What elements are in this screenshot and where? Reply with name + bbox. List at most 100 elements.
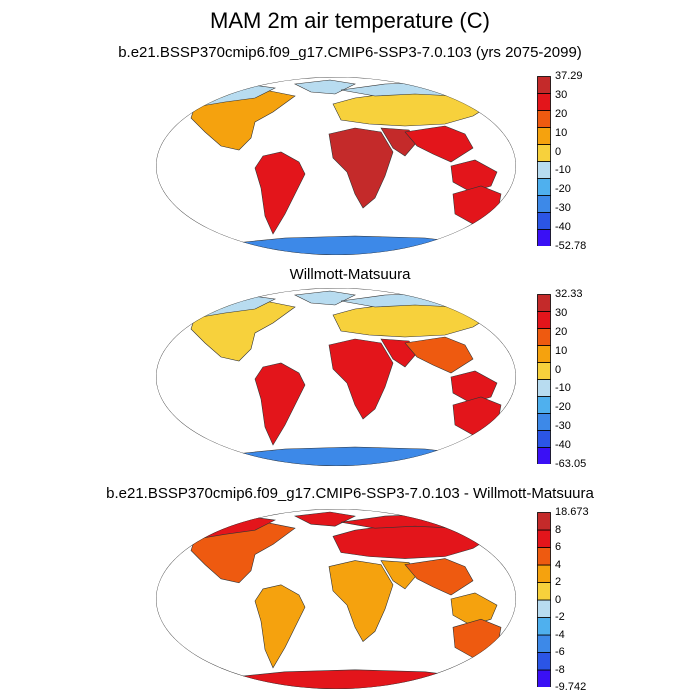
colorbar-tick-label: -10 <box>555 382 571 395</box>
africa <box>328 560 394 642</box>
colorbar-tick-label: -40 <box>555 439 571 452</box>
colorbar-diff: 18.673 8 6 4 2 0 -2 -4 -6 -8 -9.742 <box>537 506 589 693</box>
south-asia <box>404 336 474 374</box>
eurasia <box>332 302 490 338</box>
colorbar-tick-label: 10 <box>555 126 568 139</box>
colorbar-bar-diff <box>537 512 551 688</box>
colorbar-box <box>537 328 551 346</box>
colorbar-box <box>537 564 551 583</box>
colorbar-tick-label: -52.78 <box>555 240 587 252</box>
colorbar-box <box>537 547 551 566</box>
colorbar-tick-label: 18.673 <box>555 506 589 518</box>
colorbar-tick-label: 0 <box>555 145 562 158</box>
panel-title-obs: Willmott-Matsuura <box>289 266 411 283</box>
greenland <box>293 511 356 527</box>
colorbar-tick-label: 0 <box>555 363 562 376</box>
south-asia <box>404 125 474 163</box>
colorbar-tick-label: 30 <box>555 306 568 319</box>
colorbar-tick-label: -30 <box>555 202 571 215</box>
colorbar-tick-label: 2 <box>555 576 562 588</box>
colorbar-tick-label: -20 <box>555 401 571 414</box>
indonesia <box>450 592 498 626</box>
panel-title-model: b.e21.BSSP370cmip6.f09_g17.CMIP6-SSP3-7.… <box>118 44 582 61</box>
colorbar-model: 37.29 30 20 10 0 -10 -20 -30 -40 -52.78 <box>537 70 586 252</box>
colorbar-box <box>537 110 551 128</box>
colorbar-box <box>537 362 551 380</box>
colorbar-box <box>537 161 551 179</box>
map-obs <box>156 288 516 466</box>
colorbar-box <box>537 229 551 247</box>
australia <box>452 618 502 658</box>
colorbar-tick-label: -63.05 <box>555 458 587 470</box>
africa <box>328 338 394 420</box>
colorbar-tick-label: 10 <box>555 344 568 357</box>
colorbar-box <box>537 144 551 162</box>
colorbar-tick-label: 20 <box>555 325 568 338</box>
colorbar-tick-label: -30 <box>555 420 571 433</box>
colorbar-bar-model <box>537 76 551 247</box>
colorbar-tick-label: -4 <box>555 628 565 641</box>
greenland <box>293 290 356 306</box>
colorbar-tick-label: -8 <box>555 663 565 676</box>
south-america <box>254 584 306 669</box>
colorbar-box <box>537 76 551 94</box>
colorbar-box <box>537 379 551 397</box>
colorbar-tick-label: -6 <box>555 646 565 658</box>
colorbar-tick-label: 6 <box>555 541 562 553</box>
map-land-obs <box>156 288 516 466</box>
australia <box>452 185 502 225</box>
colorbar-box <box>537 529 551 548</box>
colorbar-tick-label: 8 <box>555 523 562 536</box>
colorbar-box <box>537 447 551 465</box>
colorbar-box <box>537 599 551 618</box>
eurasia <box>332 523 490 559</box>
colorbar-box <box>537 195 551 213</box>
colorbar-box <box>537 93 551 111</box>
colorbar-box <box>537 311 551 329</box>
colorbar-tick-label: 20 <box>555 107 568 120</box>
colorbar-bar-obs <box>537 294 551 465</box>
colorbar-box <box>537 178 551 196</box>
colorbar-obs: 32.33 30 20 10 0 -10 -20 -30 -40 -63.05 <box>537 288 586 470</box>
panel-title-diff: b.e21.BSSP370cmip6.f09_g17.CMIP6-SSP3-7.… <box>106 485 594 502</box>
colorbar-box <box>537 396 551 414</box>
colorbar-box <box>537 345 551 363</box>
colorbar-box <box>537 127 551 145</box>
colorbar-tick-label: 37.29 <box>555 70 583 82</box>
colorbar-box <box>537 512 551 531</box>
australia <box>452 396 502 436</box>
colorbar-tick-label: -10 <box>555 164 571 177</box>
colorbar-box <box>537 669 551 688</box>
colorbar-box <box>537 652 551 671</box>
greenland <box>293 79 356 95</box>
antarctica <box>223 446 476 466</box>
colorbar-tick-label: 0 <box>555 593 562 606</box>
eurasia <box>332 91 490 127</box>
colorbar-box <box>537 413 551 431</box>
indonesia <box>450 370 498 404</box>
indonesia <box>450 159 498 193</box>
antarctica <box>223 669 476 689</box>
colorbar-box <box>537 617 551 636</box>
south-america <box>254 151 306 235</box>
colorbar-box <box>537 582 551 601</box>
africa <box>328 127 394 209</box>
colorbar-box <box>537 634 551 653</box>
colorbar-box <box>537 430 551 448</box>
map-land-diff <box>156 509 516 689</box>
antarctica <box>223 235 476 255</box>
map-land-model <box>156 77 516 255</box>
south-america <box>254 362 306 446</box>
colorbar-tick-label: -9.742 <box>555 681 587 693</box>
colorbar-tick-label: -20 <box>555 183 571 196</box>
colorbar-tick-label: -40 <box>555 221 571 234</box>
colorbar-tick-label: -2 <box>555 611 565 623</box>
colorbar-tick-label: 4 <box>555 558 562 571</box>
colorbar-tick-label: 32.33 <box>555 288 583 300</box>
colorbar-box <box>537 294 551 312</box>
colorbar-tick-label: 30 <box>555 88 568 101</box>
page-title: MAM 2m air temperature (C) <box>210 8 490 33</box>
map-model <box>156 77 516 255</box>
colorbar-box <box>537 212 551 230</box>
south-asia <box>404 558 474 596</box>
